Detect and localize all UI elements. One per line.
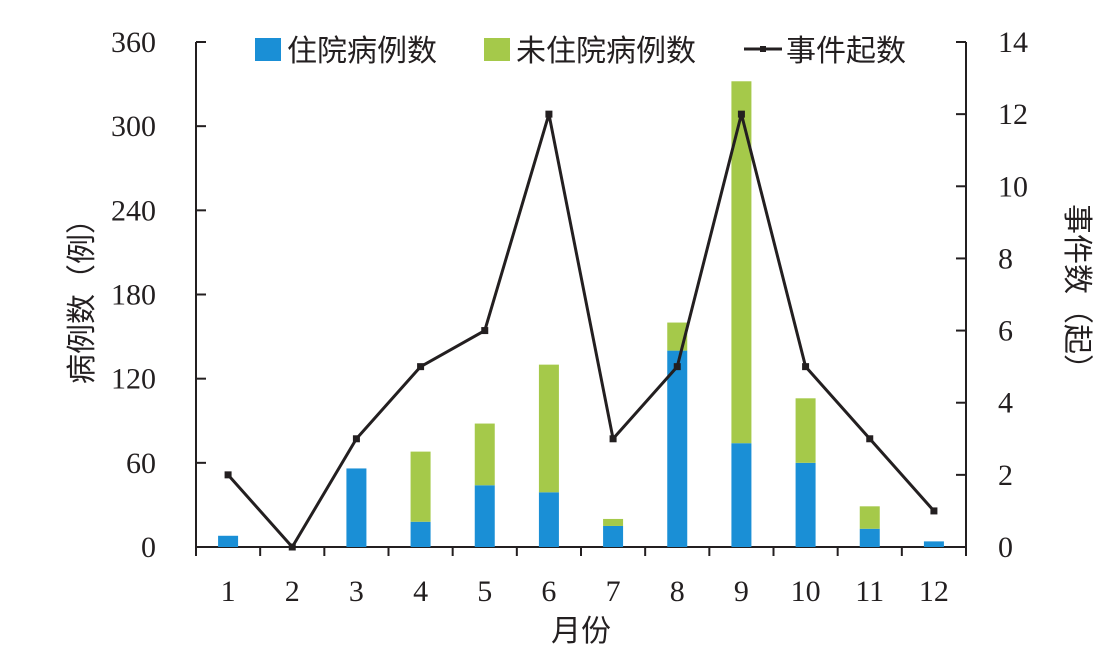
- legend-label-events: 事件起数: [786, 34, 906, 69]
- bar-hospitalized: [731, 443, 752, 547]
- event-point: [417, 363, 425, 371]
- event-point: [802, 363, 810, 371]
- right-tick-label: 2: [998, 459, 1013, 492]
- event-point: [866, 435, 874, 443]
- event-point: [352, 435, 360, 443]
- left-y-ticks: 0 60 120 180 240 300 360: [111, 26, 206, 564]
- x-tick-label: 6: [541, 575, 556, 608]
- event-point: [737, 110, 745, 118]
- legend-swatch-not-hospitalized: [484, 38, 510, 61]
- right-tick-label: 6: [998, 315, 1013, 348]
- axes: [195, 42, 967, 548]
- event-point: [609, 435, 617, 443]
- bar-hospitalized: [346, 468, 367, 547]
- bar-not-hospitalized: [859, 506, 880, 529]
- event-line: [224, 110, 938, 551]
- x-ticks: 1 2 3 4 5 6 7 8 9 10 11 12: [195, 547, 967, 608]
- left-y-axis-title: 病例数（例）: [65, 204, 100, 384]
- right-tick-label: 10: [998, 170, 1028, 203]
- x-tick-label: 3: [349, 575, 364, 608]
- bar-not-hospitalized: [603, 518, 624, 526]
- left-tick-label: 180: [111, 279, 156, 312]
- legend-swatch-hospitalized: [255, 38, 281, 61]
- x-axis-title: 月份: [551, 614, 611, 649]
- bar-not-hospitalized: [410, 451, 431, 522]
- left-tick-label: 240: [111, 194, 156, 227]
- bar-hospitalized: [474, 485, 495, 547]
- bar-not-hospitalized: [474, 423, 495, 486]
- right-y-axis-title: 事件数（起）: [1059, 204, 1094, 384]
- legend-label-hospitalized: 住院病例数: [287, 34, 437, 69]
- left-tick-label: 60: [126, 447, 156, 480]
- right-tick-label: 0: [998, 531, 1013, 564]
- x-tick-label: 5: [477, 575, 492, 608]
- bar-not-hospitalized: [731, 81, 752, 444]
- x-tick-label: 8: [670, 575, 685, 608]
- left-tick-label: 0: [141, 531, 156, 564]
- left-tick-label: 360: [111, 26, 156, 59]
- bar-hospitalized: [795, 462, 816, 547]
- right-tick-label: 8: [998, 242, 1013, 275]
- x-tick-label: 1: [221, 575, 236, 608]
- bar-not-hospitalized: [795, 398, 816, 463]
- right-y-ticks: 0 2 4 6 8 10 12 14: [956, 26, 1028, 564]
- bar-hospitalized: [218, 535, 239, 547]
- event-line-path: [226, 113, 936, 550]
- bar-hospitalized: [538, 492, 559, 547]
- left-tick-label: 300: [111, 110, 156, 143]
- bar-not-hospitalized: [538, 364, 559, 493]
- bar-hospitalized: [923, 541, 944, 547]
- bar-hospitalized: [603, 525, 624, 547]
- x-tick-label: 11: [855, 575, 884, 608]
- x-tick-label: 10: [791, 575, 821, 608]
- x-tick-label: 4: [413, 575, 428, 608]
- event-point: [224, 471, 232, 479]
- legend-marker-events: [760, 46, 766, 52]
- legend: 住院病例数 未住院病例数 事件起数: [255, 34, 906, 69]
- x-tick-label: 2: [285, 575, 300, 608]
- event-point: [545, 110, 553, 118]
- right-tick-label: 12: [998, 98, 1028, 131]
- event-point: [288, 543, 296, 551]
- x-tick-label: 9: [734, 575, 749, 608]
- left-tick-label: 120: [111, 363, 156, 396]
- legend-label-not-hospitalized: 未住院病例数: [516, 34, 696, 69]
- bar-hospitalized: [410, 521, 431, 547]
- bars: [218, 81, 944, 547]
- event-point: [930, 507, 938, 515]
- bar-hospitalized: [667, 350, 688, 547]
- right-tick-label: 14: [998, 26, 1028, 59]
- right-tick-label: 4: [998, 387, 1013, 420]
- x-tick-label: 7: [606, 575, 621, 608]
- bar-hospitalized: [859, 528, 880, 547]
- event-point: [673, 363, 681, 371]
- x-tick-label: 12: [919, 575, 949, 608]
- event-point: [481, 327, 489, 335]
